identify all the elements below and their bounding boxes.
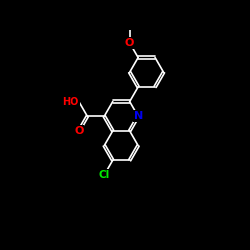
Text: Cl: Cl: [99, 170, 110, 180]
Text: HO: HO: [62, 96, 79, 106]
Text: O: O: [125, 38, 134, 48]
Text: N: N: [134, 111, 143, 121]
Text: O: O: [74, 126, 84, 136]
